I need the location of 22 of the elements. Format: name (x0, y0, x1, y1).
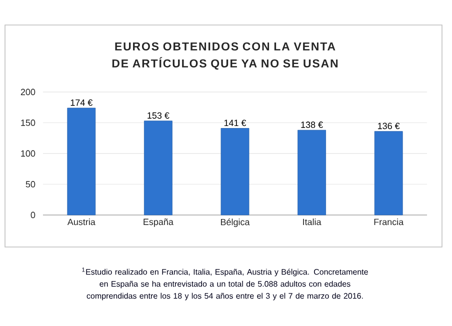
y-tick-label: 50 (26, 181, 36, 188)
bar (298, 130, 326, 216)
y-tick-label: 0 (30, 212, 36, 218)
bar (144, 120, 172, 216)
x-tick-label: España (144, 218, 174, 227)
data-label: 141 € (224, 120, 246, 126)
y-tick-label: 100 (21, 150, 36, 157)
x-tick-label: Italia (303, 218, 322, 226)
text: $^{1}$Estudio realizado en Francia, Italia, España, Austria y Bélgica. Concretamente en España se ha entrevistado a un total de 5.088 adultos con edades comprendidas entre los 18 y los 54 años entre el 3 y el 7 de marzo de 2016. (82, 268, 368, 300)
data-label: 153 € (148, 112, 170, 119)
bar (220, 128, 250, 216)
x-tick-label: Francia (374, 218, 404, 226)
data-label: 174 € (70, 99, 93, 106)
bar (67, 108, 96, 216)
y-tick-label: 200 (20, 88, 36, 96)
chart-title: EUROS OBTENIDOS CON LA VENTA DE ARTÍCULOS QUE YA NO SE USAN (112, 42, 338, 70)
x-tick-label: Austria (67, 218, 96, 226)
data-label: 136 € (378, 122, 400, 130)
x-tick-label: Bélgica (220, 218, 250, 228)
data-label: 138 € (301, 122, 323, 128)
y-tick-label: 150 (21, 120, 36, 126)
bar (374, 131, 403, 216)
